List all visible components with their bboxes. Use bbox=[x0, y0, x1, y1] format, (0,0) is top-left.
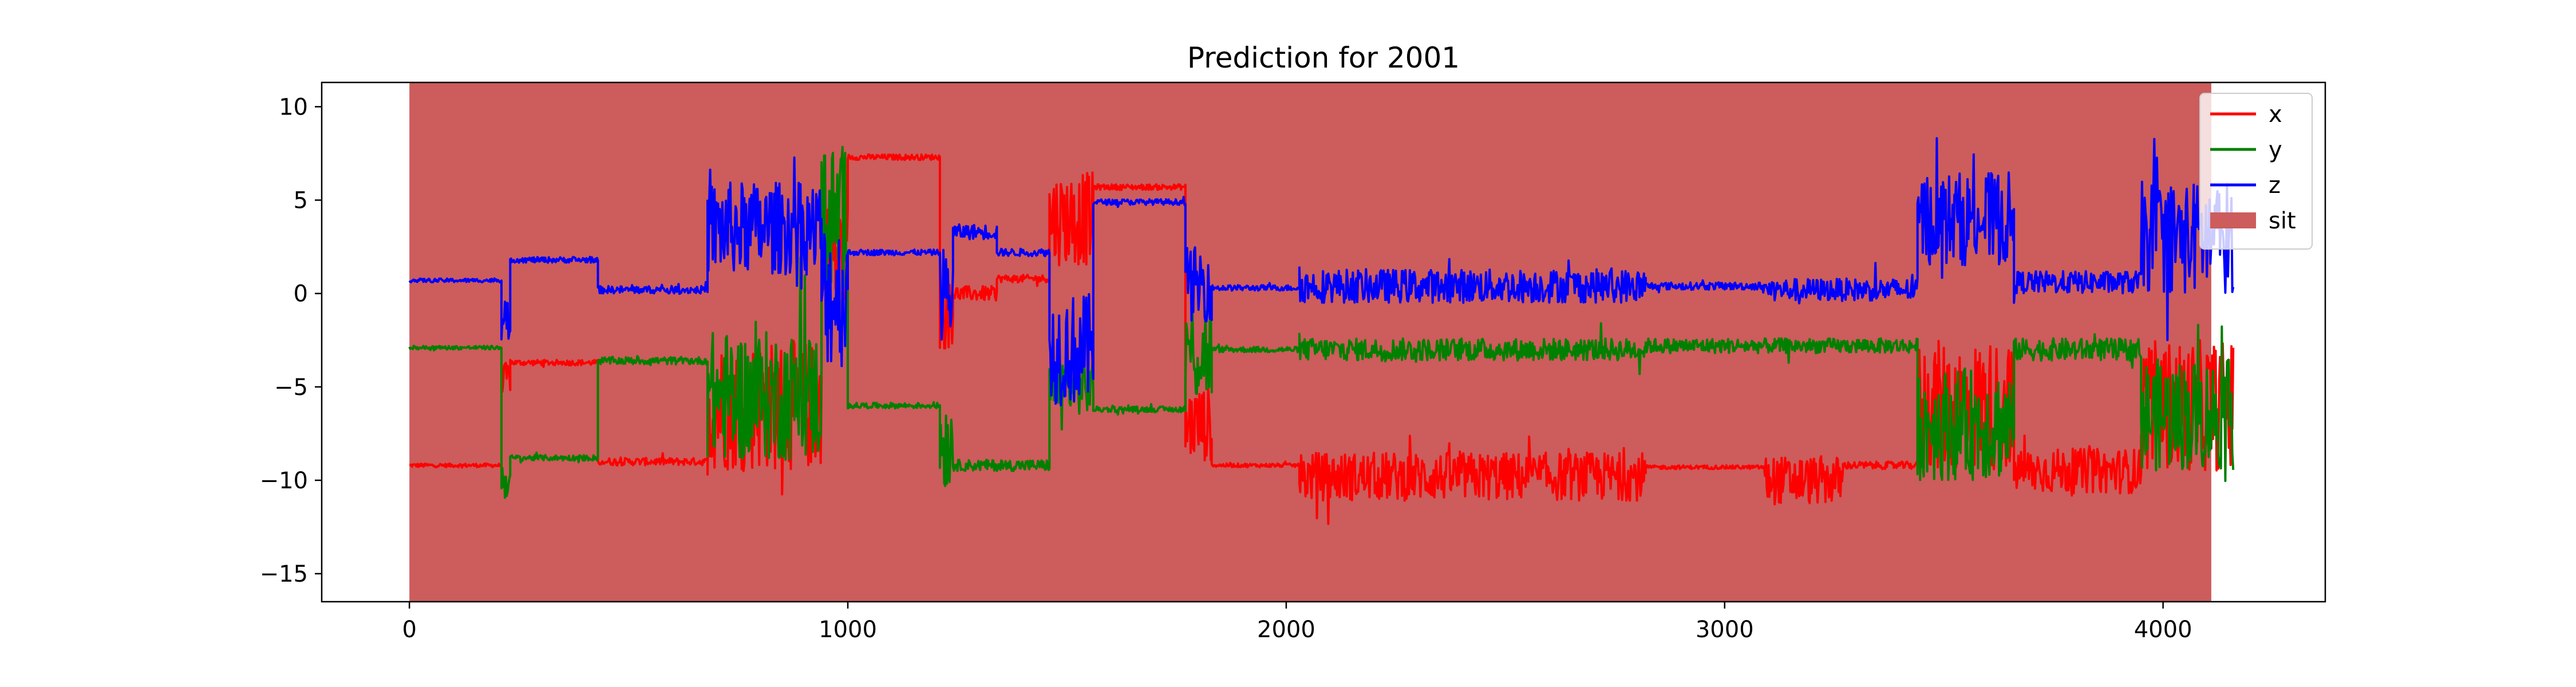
legend: xyz sit bbox=[2199, 93, 2313, 250]
legend-label-z: z bbox=[2269, 172, 2281, 199]
x-axis: 0 1000 2000 3000 4000 bbox=[402, 602, 2192, 643]
y-tick-label: 10 bbox=[279, 94, 308, 120]
x-tick-label: 4000 bbox=[2134, 617, 2192, 643]
x-tick-label: 1000 bbox=[819, 617, 877, 643]
x-tick-label: 3000 bbox=[1696, 617, 1754, 643]
legend-swatch-sit bbox=[2210, 212, 2256, 228]
y-tick-label: −10 bbox=[260, 468, 308, 494]
legend-label-sit: sit bbox=[2269, 208, 2296, 234]
x-tick-label: 2000 bbox=[1257, 617, 1315, 643]
series-y-line bbox=[408, 145, 2235, 499]
y-tick-label: 5 bbox=[294, 188, 308, 214]
legend-box bbox=[2199, 93, 2313, 250]
chart-title: Prediction for 2001 bbox=[1187, 41, 1460, 74]
legend-label-y: y bbox=[2269, 137, 2282, 163]
series-z-line bbox=[408, 137, 2235, 406]
y-tick-label: −5 bbox=[274, 374, 308, 401]
y-tick-label: −15 bbox=[260, 561, 308, 587]
plot-frame bbox=[321, 81, 2326, 603]
series-layer bbox=[408, 137, 2235, 526]
legend-label-x: x bbox=[2269, 101, 2282, 128]
y-axis: −15 −10 −5 0 5 10 bbox=[260, 94, 322, 587]
y-tick-label: 0 bbox=[294, 281, 308, 307]
x-tick-label: 0 bbox=[402, 617, 416, 643]
